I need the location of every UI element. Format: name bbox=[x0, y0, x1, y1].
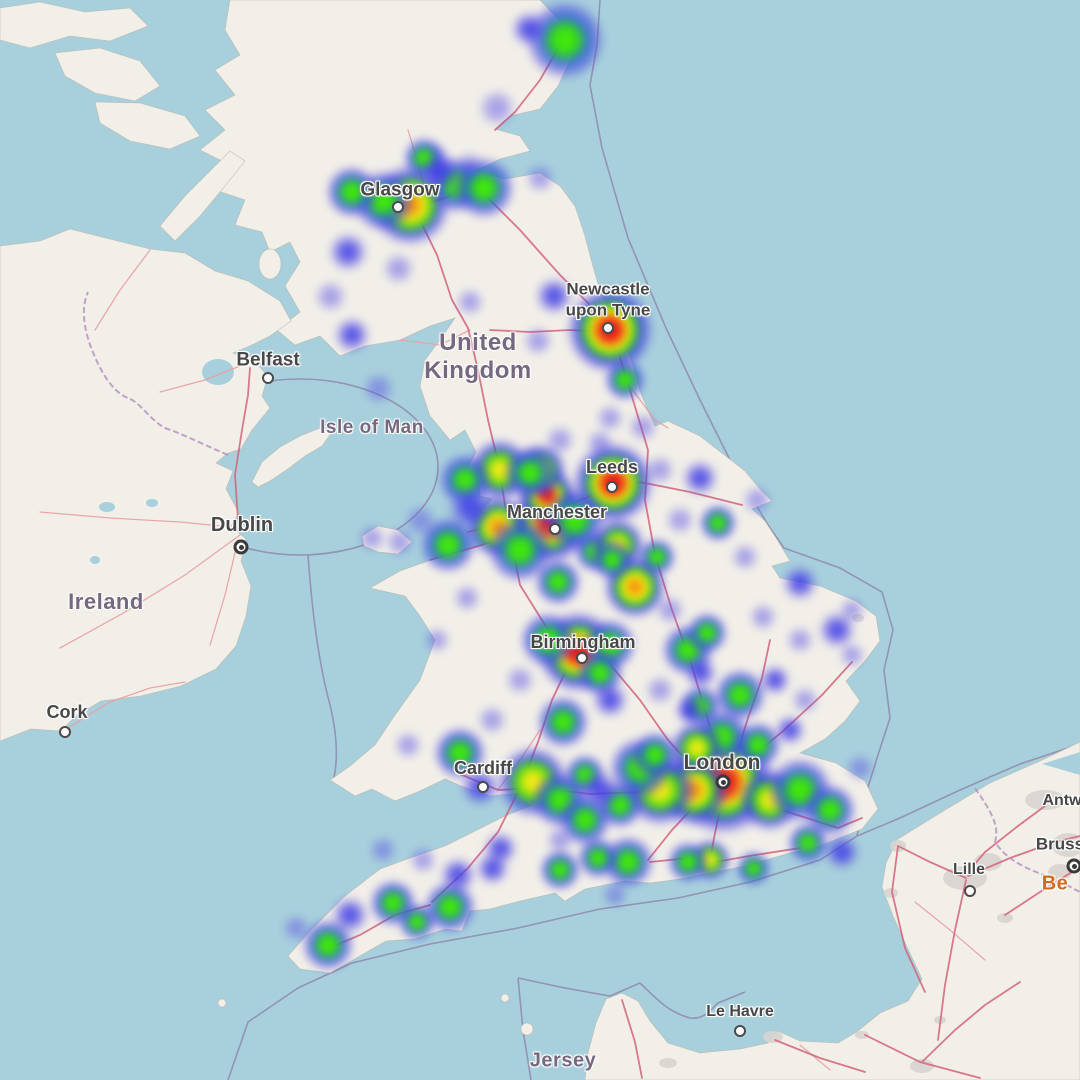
road-fr-a16 bbox=[891, 845, 926, 993]
road-fr-a28 bbox=[921, 981, 1021, 1063]
road-m1-ireland bbox=[234, 367, 251, 521]
irish-lake-2 bbox=[146, 499, 158, 507]
coastline-arran bbox=[258, 248, 282, 280]
coastline-great-britain bbox=[199, 0, 881, 974]
maritime-line-east bbox=[227, 0, 894, 1080]
road-layer-minor bbox=[39, 129, 986, 1071]
coastline-islay-jura bbox=[159, 150, 246, 242]
road-be-e40 bbox=[1004, 869, 1076, 916]
coastline-ireland bbox=[0, 228, 292, 742]
urban-layer bbox=[659, 614, 1080, 1073]
coastline-anglesey bbox=[361, 525, 413, 555]
coastline-isle-of-man bbox=[251, 427, 333, 488]
maritime-line-stgeorge bbox=[307, 554, 338, 783]
coastline-jersey-island bbox=[520, 1022, 534, 1036]
road-fr-a1 bbox=[937, 879, 967, 1041]
coastline-hebrides bbox=[0, 1, 149, 49]
border-france-belgium bbox=[974, 787, 1080, 893]
coastline-guernsey-island bbox=[500, 993, 510, 1003]
road-a69 bbox=[489, 329, 611, 333]
road-be-e19 bbox=[967, 805, 1046, 873]
irish-lake-3 bbox=[90, 556, 100, 564]
coastline-france bbox=[584, 741, 1080, 1080]
border-layer bbox=[82, 291, 1080, 893]
scheldt-estuary bbox=[1042, 752, 1080, 775]
coastline-mull bbox=[94, 101, 201, 150]
maritime-line-france bbox=[639, 982, 746, 1019]
road-fr-n13 bbox=[621, 999, 643, 1079]
road-be-e17 bbox=[967, 835, 1080, 877]
coastline-scilly bbox=[217, 998, 227, 1008]
road-fr-a29 bbox=[864, 1034, 981, 1079]
border-northern-ireland bbox=[82, 291, 229, 456]
irish-lake-1 bbox=[99, 502, 115, 512]
lough-neagh bbox=[202, 359, 234, 385]
maritime-line-belgium bbox=[856, 743, 1080, 837]
road-fr-a25 bbox=[897, 845, 967, 879]
coastline-skye bbox=[54, 47, 161, 102]
road-fr-n1 bbox=[774, 1039, 866, 1073]
